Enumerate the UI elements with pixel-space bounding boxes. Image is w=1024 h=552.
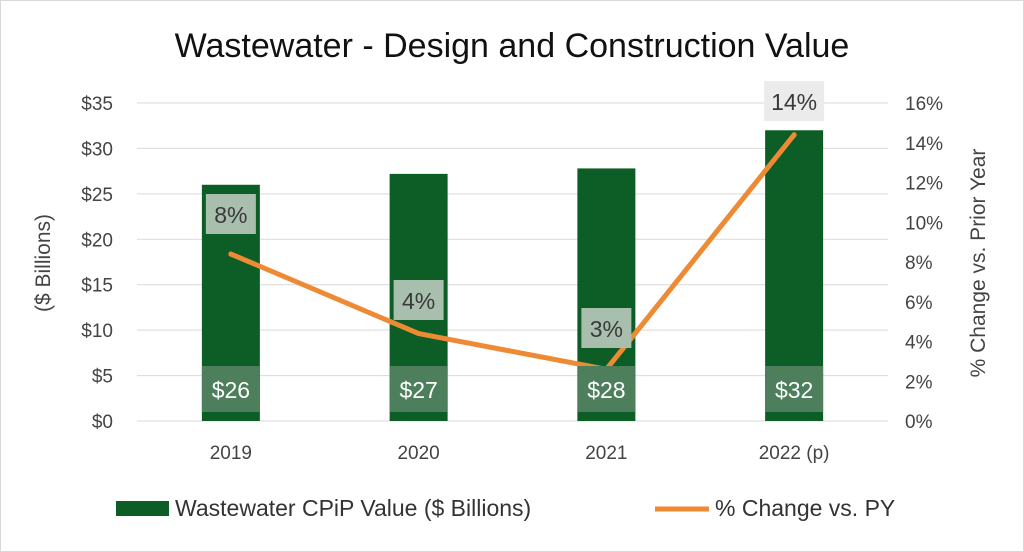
right-tick-label: 14% (905, 134, 943, 155)
left-tick-label: $0 (92, 412, 113, 433)
right-axis-ticks: 0% 2% 4% 6% 8% 10% 12% 14% 16% (905, 94, 943, 433)
x-tick-label: 2020 (397, 443, 439, 464)
legend-bar-swatch (116, 501, 169, 516)
left-tick-label: $15 (81, 276, 113, 297)
left-tick-label: $30 (81, 139, 113, 160)
right-tick-label: 16% (905, 94, 943, 115)
pct-change-line (228, 132, 797, 372)
right-tick-label: 10% (905, 213, 943, 234)
pct-change-label: 3% (590, 316, 623, 342)
x-tick-label: 2021 (585, 443, 627, 464)
line-series (228, 132, 797, 372)
pct-change-point (228, 251, 234, 257)
left-tick-label: $25 (81, 185, 113, 206)
pct-change-label: 14% (771, 89, 817, 115)
bar-value-label-box (765, 366, 824, 412)
left-tick-label: $20 (81, 230, 113, 251)
right-tick-label: 8% (905, 253, 933, 274)
right-tick-label: 6% (905, 293, 933, 314)
gridlines (137, 102, 888, 422)
pct-change-point (791, 132, 797, 138)
legend-bar-label: Wastewater CPiP Value ($ Billions) (175, 495, 531, 521)
pct-change-label: 4% (402, 288, 435, 314)
bar-value-label: $32 (775, 377, 813, 403)
pct-change-point (416, 331, 422, 337)
legend-line-label: % Change vs. PY (715, 495, 895, 521)
pct-change-label-box (393, 280, 444, 320)
right-tick-label: 4% (905, 333, 933, 354)
left-tick-label: $35 (81, 94, 113, 115)
bar-series (201, 130, 824, 421)
left-tick-label: $10 (81, 321, 113, 342)
left-axis-label: ($ Billions) (32, 214, 55, 312)
pct-change-label-box (205, 194, 256, 234)
right-axis-label: % Change vs. Prior Year (967, 149, 990, 378)
bar-value-label: $27 (399, 377, 437, 403)
data-labels: $26 $27 $28 $32 8% 4% 3% 14% (201, 81, 825, 412)
legend: Wastewater CPiP Value ($ Billions) % Cha… (116, 495, 895, 521)
right-tick-label: 12% (905, 174, 943, 195)
right-tick-label: 0% (905, 412, 933, 433)
pct-change-label: 8% (214, 202, 247, 228)
bar-value-label-box (389, 366, 448, 412)
pct-change-label-box (581, 308, 632, 348)
bar-value-label: $28 (587, 377, 625, 403)
x-tick-label: 2022 (p) (759, 443, 830, 464)
x-axis-ticks: 2019 2020 2021 2022 (p) (210, 443, 830, 464)
bar-value-label: $26 (212, 377, 250, 403)
pct-change-label-box (764, 81, 825, 121)
x-tick-label: 2019 (210, 443, 252, 464)
left-axis-ticks: $0 $5 $10 $15 $20 $25 $30 $35 (81, 94, 113, 433)
bar-value-label-box (201, 366, 260, 412)
left-tick-label: $5 (92, 367, 113, 388)
chart-title: Wastewater - Design and Construction Val… (175, 27, 850, 65)
bar-value-label-box (577, 366, 636, 412)
right-tick-label: 2% (905, 372, 933, 393)
